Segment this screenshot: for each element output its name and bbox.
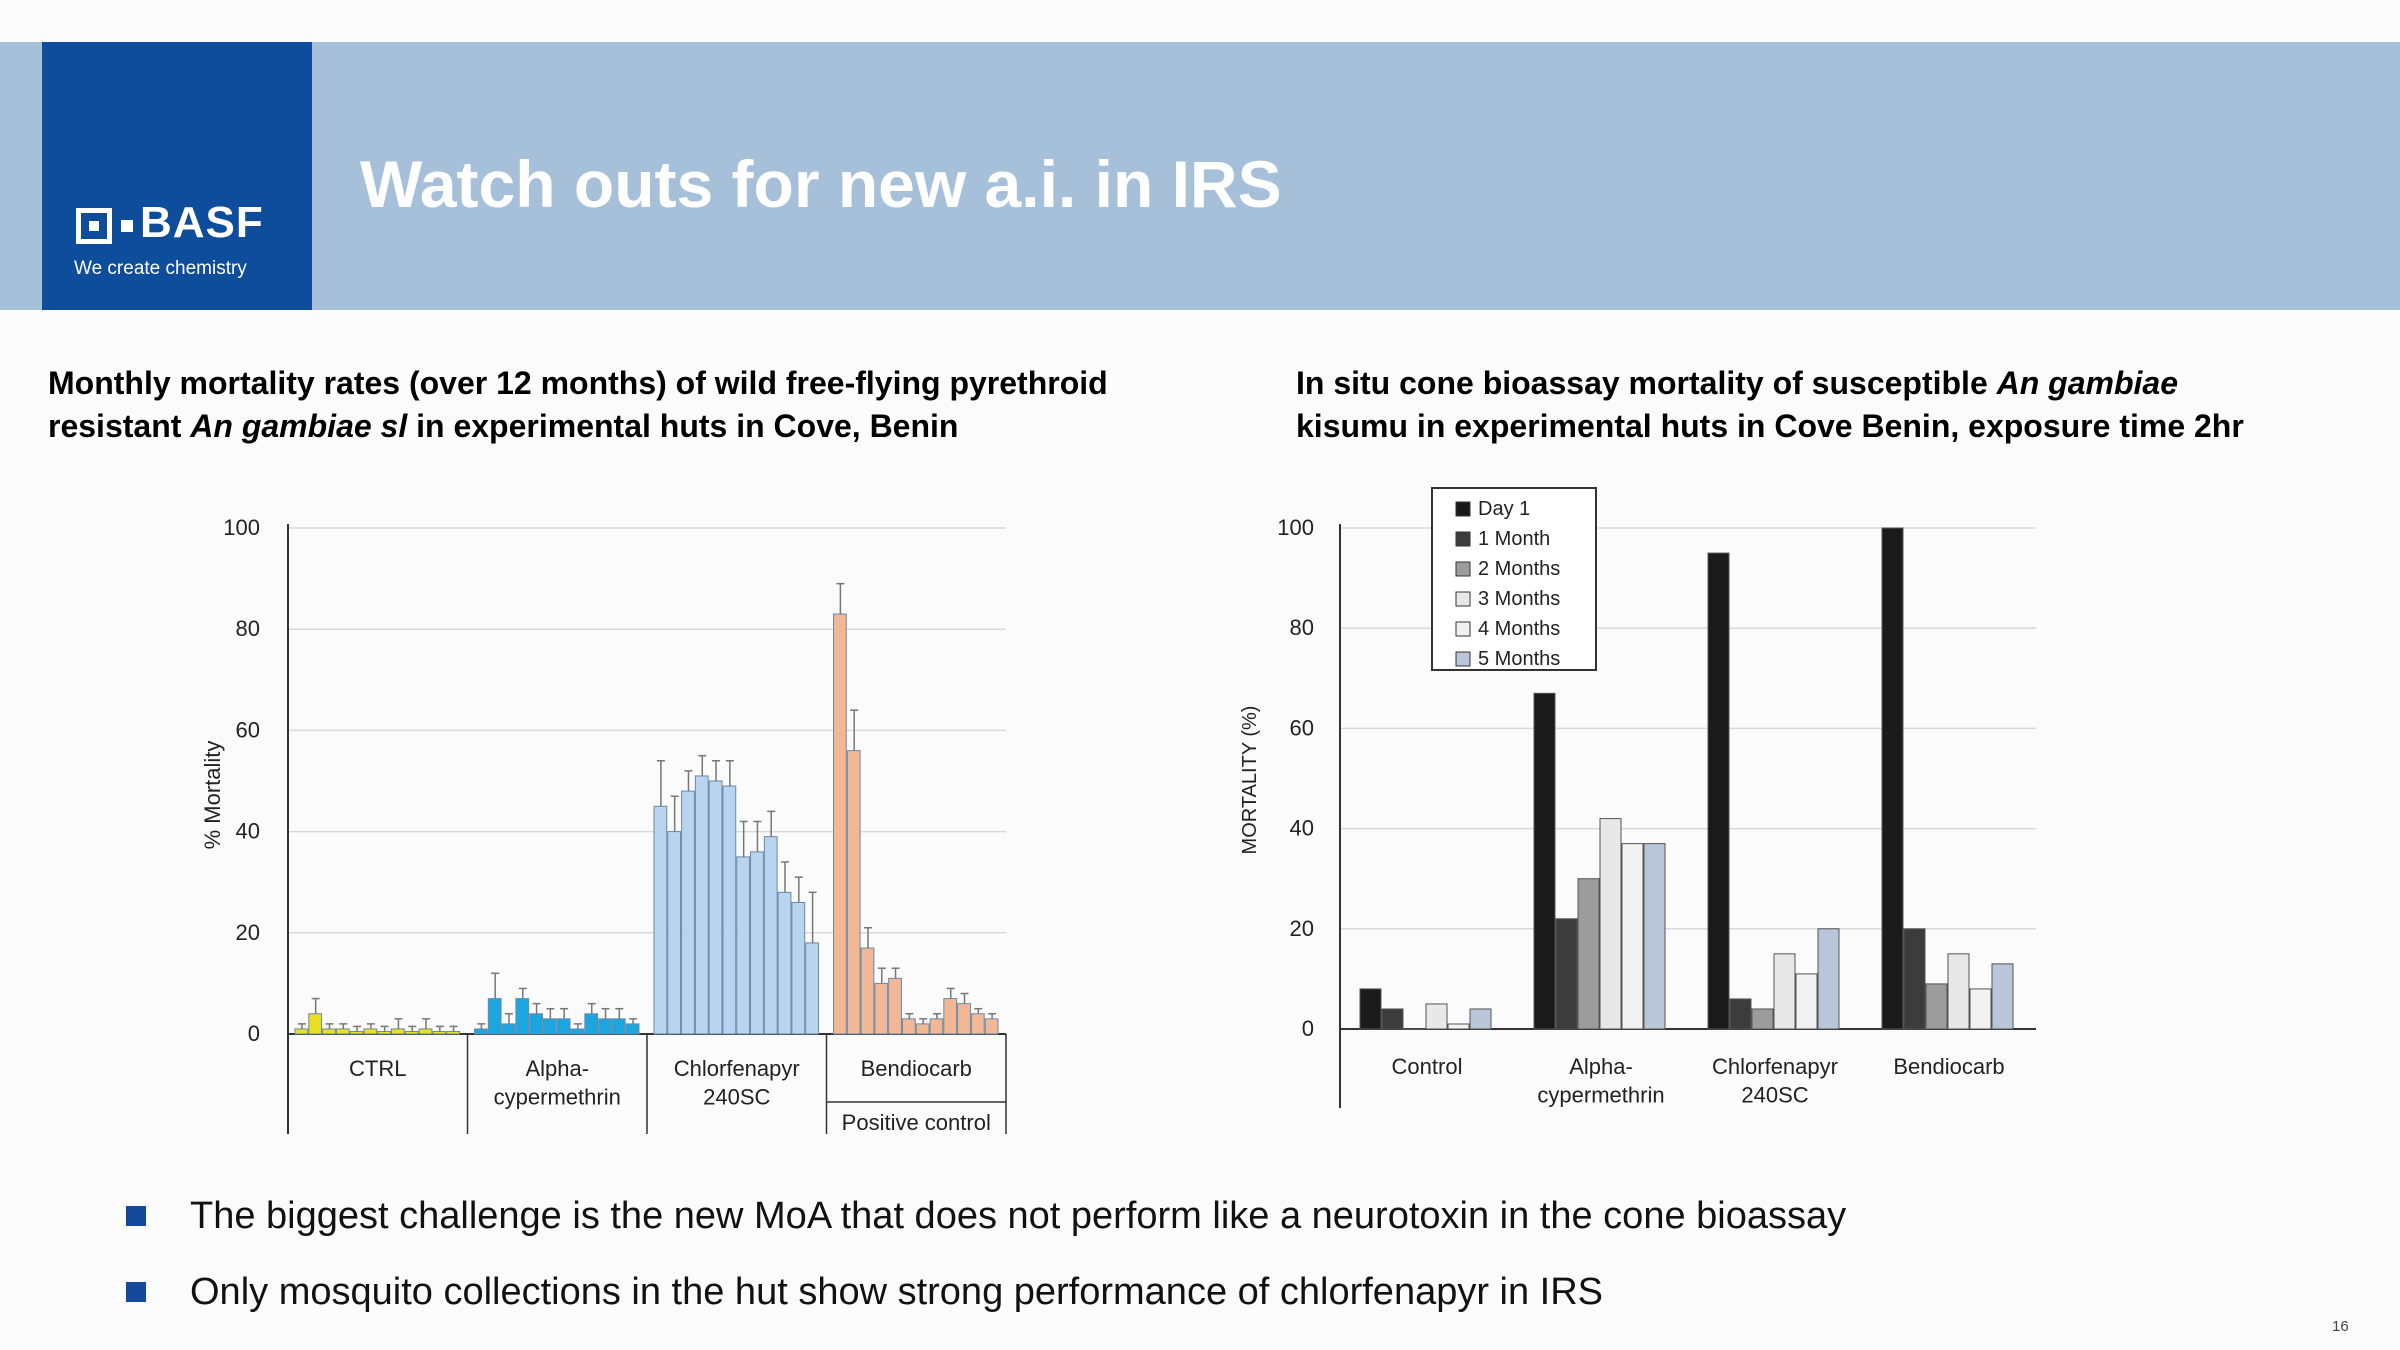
- bar: [1621, 843, 1644, 1030]
- x-category-sublabel: Positive control: [842, 1110, 991, 1135]
- bar: [1577, 878, 1600, 1030]
- x-category-label: Bendiocarb: [861, 1056, 972, 1081]
- x-category-label: Alpha-cypermethrin: [1537, 1054, 1664, 1108]
- basf-logo-square-icon: [76, 208, 112, 244]
- bar: [1469, 1008, 1492, 1030]
- bar: [1751, 1008, 1774, 1030]
- x-category-label: Chlorfenapyr 240SC: [1712, 1054, 1838, 1108]
- x-category-label: Alpha-cypermethrin: [494, 1056, 621, 1110]
- right-caption-line1-pre: In situ cone bioassay mortality of susce…: [1296, 365, 1997, 401]
- bar: [1555, 918, 1578, 1030]
- bar: [1599, 818, 1622, 1030]
- bar: [1881, 527, 1904, 1030]
- left-chart-caption: Monthly mortality rates (over 12 months)…: [48, 362, 1248, 448]
- legend-label: 5 Months: [1478, 648, 1560, 670]
- bullet-text: Only mosquito collections in the hut sho…: [190, 1270, 1604, 1313]
- y-tick-label: 0: [1302, 1016, 1314, 1041]
- y-tick-label: 100: [223, 515, 260, 540]
- header-band: [0, 42, 2400, 310]
- bar: [1403, 1028, 1426, 1030]
- bar: [1425, 1003, 1448, 1030]
- y-tick-label: 80: [236, 616, 260, 641]
- bullet-item: The biggest challenge is the new MoA tha…: [126, 1178, 1846, 1254]
- bar: [1729, 998, 1752, 1030]
- bar: [1795, 973, 1818, 1030]
- legend-label: 4 Months: [1478, 618, 1560, 640]
- legend-swatch: [1455, 501, 1471, 517]
- bullet-text: The biggest challenge is the new MoA tha…: [190, 1194, 1847, 1237]
- bar: [1447, 1023, 1470, 1030]
- bar: [1991, 963, 2014, 1030]
- legend-swatch: [1455, 561, 1471, 577]
- left-caption-line2-pre: resistant: [48, 408, 191, 444]
- y-axis-label: MORTALITY (%): [1239, 706, 1261, 855]
- legend-swatch: [1455, 531, 1471, 547]
- legend-swatch: [1455, 591, 1471, 607]
- bar: [1903, 928, 1926, 1030]
- y-axis-label: % Mortality: [200, 741, 225, 850]
- page-number: 16: [2332, 1318, 2349, 1335]
- bar: [1947, 953, 1970, 1030]
- legend-swatch: [1455, 621, 1471, 637]
- legend-swatch: [1455, 651, 1471, 667]
- y-tick-label: 20: [1290, 916, 1314, 941]
- bar: [1969, 988, 1992, 1030]
- right-chart-caption: In situ cone bioassay mortality of susce…: [1296, 362, 2386, 448]
- right-caption-line2: kisumu in experimental huts in Cove Beni…: [1296, 408, 2244, 444]
- legend-label: 1 Month: [1478, 528, 1550, 550]
- basf-logo: [42, 42, 312, 310]
- bar: [1817, 928, 1840, 1030]
- bar: [1925, 983, 1948, 1030]
- slide-title: Watch outs for new a.i. in IRS: [360, 147, 1282, 221]
- y-tick-label: 40: [1290, 816, 1314, 841]
- bullet-item: Only mosquito collections in the hut sho…: [126, 1254, 1846, 1330]
- left-mortality-chart: 0 20 40 60 80 100 % Mortality CTRL Alpha-cyperme…: [200, 515, 1007, 1135]
- x-category-label: Bendiocarb: [1893, 1054, 2004, 1079]
- y-tick-label: 100: [1277, 515, 1314, 540]
- left-caption-line1: Monthly mortality rates (over 12 months)…: [48, 365, 1108, 401]
- y-tick-label: 60: [1290, 715, 1314, 740]
- right-cone-bioassay-chart: 0 20 40 60 80 100 MORTALITY (%) Control Alpha-cy…: [1239, 487, 2036, 1108]
- y-tick-label: 40: [236, 819, 260, 844]
- logo-tagline: We create chemistry: [74, 258, 247, 279]
- logo-text: BASF: [140, 198, 264, 247]
- bar: [1359, 988, 1382, 1030]
- legend-label: 2 Months: [1478, 558, 1560, 580]
- y-tick-label: 20: [236, 920, 260, 945]
- legend-label: 3 Months: [1478, 588, 1560, 610]
- basf-logo-dot-icon: [121, 220, 133, 232]
- left-caption-species: An gambiae sl: [190, 408, 408, 444]
- bar: [1381, 1008, 1404, 1030]
- bar: [1773, 953, 1796, 1030]
- y-tick-label: 60: [236, 717, 260, 742]
- y-tick-label: 0: [248, 1021, 260, 1046]
- left-caption-line2-post: in experimental huts in Cove, Benin: [407, 408, 959, 444]
- bullet-list: The biggest challenge is the new MoA tha…: [126, 1178, 1846, 1330]
- bar: [1707, 552, 1730, 1030]
- x-category-label: CTRL: [349, 1056, 406, 1081]
- legend-box: [1431, 487, 1597, 671]
- legend-label: Day 1: [1478, 498, 1530, 520]
- bullet-square-icon: [126, 1206, 146, 1226]
- y-tick-label: 80: [1290, 615, 1314, 640]
- x-category-label: Control: [1392, 1054, 1463, 1079]
- bar: [1533, 692, 1556, 1030]
- x-category-label: Chlorfenapyr 240SC: [674, 1056, 800, 1110]
- bar: [1643, 843, 1666, 1030]
- bullet-square-icon: [126, 1282, 146, 1302]
- right-caption-species: An gambiae: [1996, 365, 2178, 401]
